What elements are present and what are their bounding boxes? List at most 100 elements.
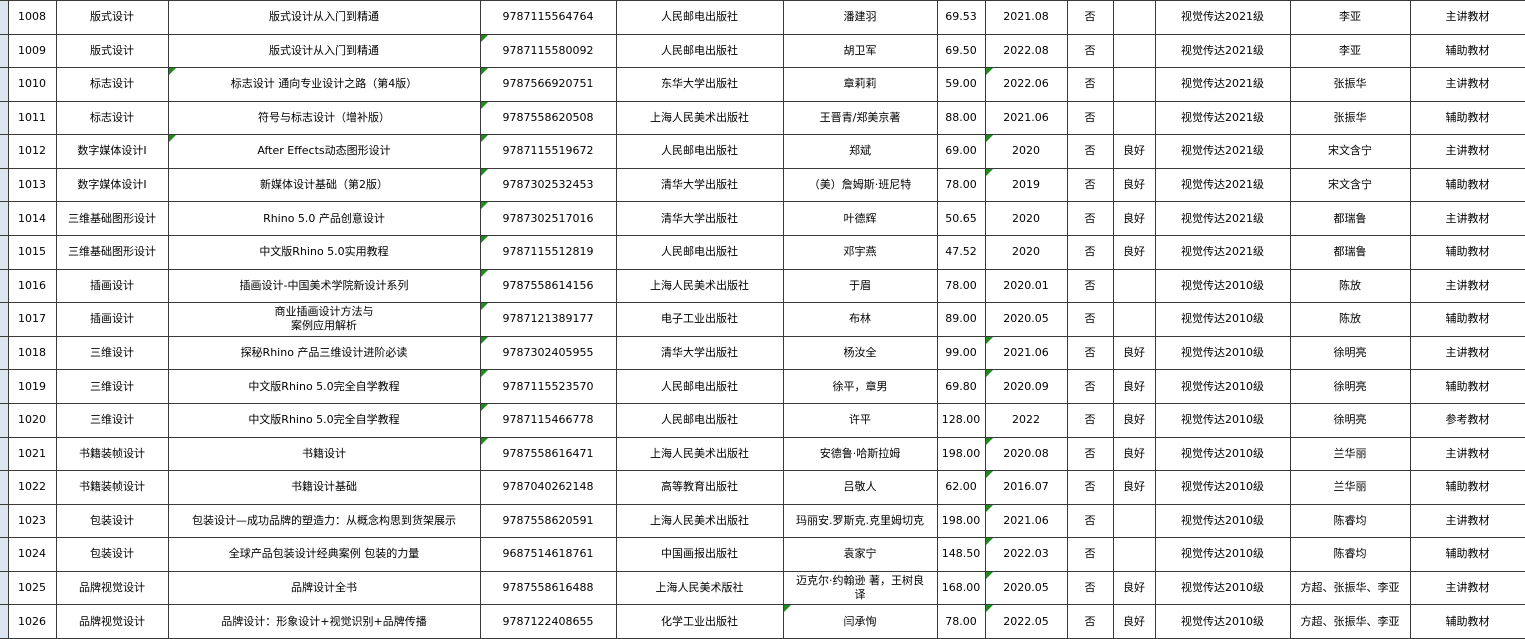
cell-author[interactable]: 吕敬人 xyxy=(782,470,938,505)
cell-condition[interactable]: 良好 xyxy=(1112,167,1156,203)
cell-row_id[interactable]: 1021 xyxy=(7,436,57,472)
cell-material[interactable]: 主讲教材 xyxy=(1409,335,1525,371)
cell-class[interactable]: 视觉传达2021级 xyxy=(1154,201,1291,237)
cell-material[interactable]: 辅助教材 xyxy=(1409,167,1525,203)
cell-row_id[interactable]: 1012 xyxy=(7,134,57,169)
cell-confirm[interactable]: 否 xyxy=(1066,67,1114,102)
cell-row_id[interactable]: 1026 xyxy=(7,604,57,639)
cell-condition[interactable]: 良好 xyxy=(1112,570,1156,606)
cell-isbn[interactable]: 9787122408655 xyxy=(479,604,617,639)
cell-price[interactable]: 78.00 xyxy=(936,604,986,639)
cell-price[interactable]: 69.53 xyxy=(936,0,986,35)
cell-material[interactable]: 主讲教材 xyxy=(1409,503,1525,539)
cell-price[interactable]: 99.00 xyxy=(936,335,986,371)
cell-publisher[interactable]: 上海人民美术版社 xyxy=(615,570,784,606)
cell-class[interactable]: 视觉传达2010级 xyxy=(1154,369,1291,404)
cell-confirm[interactable]: 否 xyxy=(1066,470,1114,505)
cell-course[interactable]: 三维设计 xyxy=(55,335,169,371)
cell-title[interactable]: 书籍设计基础 xyxy=(167,470,481,505)
cell-publisher[interactable]: 上海人民美术出版社 xyxy=(615,268,784,304)
cell-title[interactable]: 包装设计—成功品牌的塑造力：从概念构思到货架展示 xyxy=(167,503,481,539)
cell-course[interactable]: 书籍装帧设计 xyxy=(55,436,169,472)
cell-class[interactable]: 视觉传达2010级 xyxy=(1154,302,1291,337)
cell-date[interactable]: 2021.06 xyxy=(984,100,1068,136)
cell-row_id[interactable]: 1014 xyxy=(7,201,57,237)
cell-course[interactable]: 标志设计 xyxy=(55,67,169,102)
cell-author[interactable]: （美）詹姆斯·班尼特 xyxy=(782,167,938,203)
cell-date[interactable]: 2020.09 xyxy=(984,369,1068,404)
cell-teacher[interactable]: 徐明亮 xyxy=(1289,335,1411,371)
cell-row_id[interactable]: 1018 xyxy=(7,335,57,371)
cell-row_id[interactable]: 1016 xyxy=(7,268,57,304)
cell-publisher[interactable]: 人民邮电出版社 xyxy=(615,369,784,404)
cell-publisher[interactable]: 上海人民美术出版社 xyxy=(615,503,784,539)
cell-material[interactable]: 主讲教材 xyxy=(1409,67,1525,102)
cell-author[interactable]: 袁家宁 xyxy=(782,537,938,572)
cell-title[interactable]: 中文版Rhino 5.0实用教程 xyxy=(167,235,481,270)
cell-title[interactable]: 插画设计-中国美术学院新设计系列 xyxy=(167,268,481,304)
cell-isbn[interactable]: 9787115523570 xyxy=(479,369,617,404)
cell-material[interactable]: 主讲教材 xyxy=(1409,570,1525,606)
cell-isbn[interactable]: 9787115512819 xyxy=(479,235,617,270)
cell-author[interactable]: 闫承恂 xyxy=(782,604,938,639)
cell-author[interactable]: 章莉莉 xyxy=(782,67,938,102)
cell-course[interactable]: 三维设计 xyxy=(55,369,169,404)
cell-publisher[interactable]: 清华大学出版社 xyxy=(615,335,784,371)
cell-date[interactable]: 2020 xyxy=(984,134,1068,169)
cell-date[interactable]: 2020.05 xyxy=(984,302,1068,337)
cell-isbn[interactable]: 9787558616471 xyxy=(479,436,617,472)
cell-material[interactable]: 辅助教材 xyxy=(1409,302,1525,337)
cell-isbn[interactable]: 9787115580092 xyxy=(479,33,617,69)
cell-confirm[interactable]: 否 xyxy=(1066,0,1114,35)
cell-confirm[interactable]: 否 xyxy=(1066,167,1114,203)
cell-confirm[interactable]: 否 xyxy=(1066,570,1114,606)
cell-teacher[interactable]: 宋文含宁 xyxy=(1289,134,1411,169)
cell-confirm[interactable]: 否 xyxy=(1066,503,1114,539)
cell-row_id[interactable]: 1010 xyxy=(7,67,57,102)
cell-course[interactable]: 品牌视觉设计 xyxy=(55,570,169,606)
cell-isbn[interactable]: 9787040262148 xyxy=(479,470,617,505)
cell-condition[interactable] xyxy=(1112,537,1156,572)
cell-row_id[interactable]: 1009 xyxy=(7,33,57,69)
cell-isbn[interactable]: 9787558614156 xyxy=(479,268,617,304)
cell-course[interactable]: 插画设计 xyxy=(55,268,169,304)
cell-price[interactable]: 148.50 xyxy=(936,537,986,572)
cell-row_id[interactable]: 1011 xyxy=(7,100,57,136)
cell-author[interactable]: 郑斌 xyxy=(782,134,938,169)
cell-condition[interactable] xyxy=(1112,0,1156,35)
cell-publisher[interactable]: 清华大学出版社 xyxy=(615,201,784,237)
cell-isbn[interactable]: 9787566920751 xyxy=(479,67,617,102)
cell-confirm[interactable]: 否 xyxy=(1066,335,1114,371)
cell-confirm[interactable]: 否 xyxy=(1066,537,1114,572)
cell-author[interactable]: 布林 xyxy=(782,302,938,337)
cell-price[interactable]: 47.52 xyxy=(936,235,986,270)
cell-title[interactable]: 中文版Rhino 5.0完全自学教程 xyxy=(167,402,481,438)
cell-teacher[interactable]: 李亚 xyxy=(1289,0,1411,35)
cell-date[interactable]: 2022.06 xyxy=(984,67,1068,102)
cell-teacher[interactable]: 张振华 xyxy=(1289,100,1411,136)
cell-row_id[interactable]: 1025 xyxy=(7,570,57,606)
cell-author[interactable]: 于眉 xyxy=(782,268,938,304)
cell-teacher[interactable]: 陈睿均 xyxy=(1289,503,1411,539)
cell-price[interactable]: 50.65 xyxy=(936,201,986,237)
cell-date[interactable]: 2021.06 xyxy=(984,503,1068,539)
cell-course[interactable]: 包装设计 xyxy=(55,503,169,539)
cell-row_id[interactable]: 1020 xyxy=(7,402,57,438)
cell-confirm[interactable]: 否 xyxy=(1066,268,1114,304)
cell-author[interactable]: 胡卫军 xyxy=(782,33,938,69)
cell-material[interactable]: 辅助教材 xyxy=(1409,470,1525,505)
cell-date[interactable]: 2020.08 xyxy=(984,436,1068,472)
cell-price[interactable]: 62.00 xyxy=(936,470,986,505)
cell-publisher[interactable]: 人民邮电出版社 xyxy=(615,134,784,169)
cell-author[interactable]: 王晋青/郑美京著 xyxy=(782,100,938,136)
cell-condition[interactable]: 良好 xyxy=(1112,604,1156,639)
cell-confirm[interactable]: 否 xyxy=(1066,100,1114,136)
cell-date[interactable]: 2016.07 xyxy=(984,470,1068,505)
cell-material[interactable]: 辅助教材 xyxy=(1409,369,1525,404)
cell-isbn[interactable]: 9787115519672 xyxy=(479,134,617,169)
cell-isbn[interactable]: 9787558620508 xyxy=(479,100,617,136)
cell-title[interactable]: 探秘Rhino 产品三维设计进阶必读 xyxy=(167,335,481,371)
cell-isbn[interactable]: 9787115466778 xyxy=(479,402,617,438)
cell-confirm[interactable]: 否 xyxy=(1066,235,1114,270)
cell-teacher[interactable]: 陈放 xyxy=(1289,302,1411,337)
